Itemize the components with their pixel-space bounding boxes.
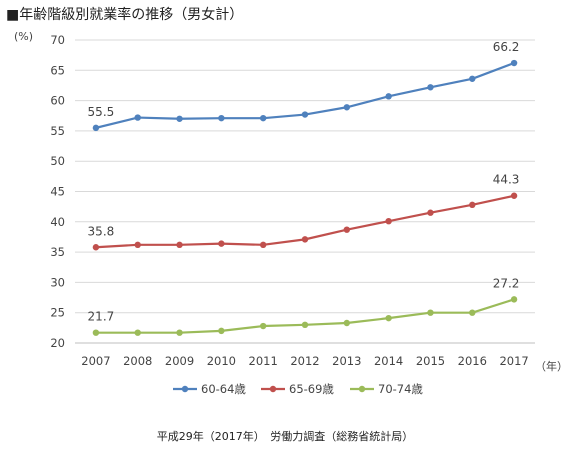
data-point bbox=[134, 241, 141, 249]
x-tick-label: 2015 bbox=[416, 354, 445, 368]
legend-marker bbox=[269, 385, 277, 393]
data-label: 44.3 bbox=[493, 173, 520, 187]
data-point bbox=[385, 314, 392, 322]
y-tick-label: 65 bbox=[50, 63, 65, 77]
data-point bbox=[469, 309, 476, 316]
data-point bbox=[218, 240, 225, 247]
y-tick-label: 55 bbox=[50, 124, 65, 138]
data-label: 27.2 bbox=[493, 276, 520, 290]
data-point bbox=[259, 241, 267, 249]
x-tick-label: 2008 bbox=[123, 354, 152, 368]
series-60-64歳: 55.5 66.2 bbox=[88, 40, 520, 132]
x-tick-label: 2014 bbox=[374, 354, 403, 368]
data-point bbox=[301, 111, 309, 118]
data-point bbox=[510, 59, 518, 67]
data-point bbox=[469, 75, 476, 82]
data-point bbox=[92, 124, 100, 132]
y-tick-label: 40 bbox=[50, 215, 65, 229]
source-note: 平成29年（2017年） 労働力調査（総務省統計局） bbox=[156, 430, 414, 443]
legend-marker bbox=[181, 385, 189, 393]
data-point bbox=[469, 201, 476, 209]
y-axis-ticks: 20 25 30 35 40 45 50 55 60 65 70 bbox=[50, 33, 65, 350]
x-tick-label: 2017 bbox=[499, 354, 528, 368]
y-tick-label: 45 bbox=[50, 185, 65, 199]
y-tick-label: 60 bbox=[50, 94, 65, 108]
data-point bbox=[218, 114, 225, 122]
data-point bbox=[510, 192, 518, 199]
x-tick-label: 2011 bbox=[249, 354, 278, 368]
series-65-69歳: 35.8 44.3 bbox=[88, 173, 520, 251]
data-point bbox=[301, 321, 309, 329]
data-point bbox=[92, 329, 100, 336]
data-point bbox=[510, 296, 518, 303]
data-point bbox=[176, 329, 183, 336]
x-tick-label: 2007 bbox=[81, 354, 110, 368]
y-axis-unit: (%) bbox=[14, 30, 34, 43]
data-point bbox=[301, 236, 309, 243]
series-70-74歳: 21.7 27.2 bbox=[88, 276, 520, 336]
x-tick-label: 2016 bbox=[458, 354, 487, 368]
y-tick-label: 20 bbox=[50, 336, 65, 350]
chart-title: ■年齢階級別就業率の推移（男女計） bbox=[6, 7, 244, 23]
legend-label: 70-74歳 bbox=[378, 382, 423, 396]
y-tick-label: 25 bbox=[50, 306, 65, 320]
data-label: 21.7 bbox=[88, 310, 115, 324]
y-tick-label: 30 bbox=[50, 275, 65, 289]
data-point bbox=[134, 329, 141, 336]
series-line bbox=[95, 61, 515, 129]
x-axis-unit: （年） bbox=[535, 360, 568, 373]
legend-label: 65-69歳 bbox=[289, 382, 334, 396]
data-point bbox=[134, 114, 141, 121]
data-point bbox=[427, 209, 434, 216]
y-tick-label: 70 bbox=[50, 33, 65, 47]
data-point bbox=[385, 217, 392, 225]
data-point bbox=[385, 93, 392, 100]
legend-marker bbox=[358, 385, 366, 393]
data-point bbox=[427, 309, 434, 316]
data-point bbox=[427, 84, 434, 91]
data-point bbox=[343, 319, 351, 327]
x-tick-label: 2012 bbox=[290, 354, 319, 368]
x-tick-label: 2009 bbox=[165, 354, 194, 368]
data-point bbox=[259, 322, 267, 330]
legend-label: 60-64歳 bbox=[201, 382, 246, 396]
data-label: 55.5 bbox=[88, 105, 115, 119]
x-axis-ticks: 2007 2008 2009 2010 2011 2012 2013 2014 2015 2016… bbox=[81, 354, 528, 368]
legend: 60-64歳 65-69歳 70-74歳 bbox=[173, 382, 423, 396]
data-point bbox=[218, 327, 225, 335]
data-point bbox=[176, 115, 183, 122]
data-point bbox=[176, 241, 183, 249]
data-point bbox=[343, 226, 351, 233]
series-group: 55.5 66.2 35.8 44.3 21.7 27.2 bbox=[88, 40, 520, 336]
data-label: 66.2 bbox=[493, 40, 520, 54]
data-point bbox=[259, 114, 267, 122]
data-point bbox=[343, 104, 351, 111]
data-point bbox=[92, 244, 100, 251]
y-tick-label: 35 bbox=[50, 245, 65, 259]
gridlines bbox=[75, 39, 535, 344]
x-tick-label: 2010 bbox=[207, 354, 236, 368]
data-label: 35.8 bbox=[88, 224, 115, 238]
y-tick-label: 50 bbox=[50, 154, 65, 168]
x-tick-label: 2013 bbox=[332, 354, 361, 368]
